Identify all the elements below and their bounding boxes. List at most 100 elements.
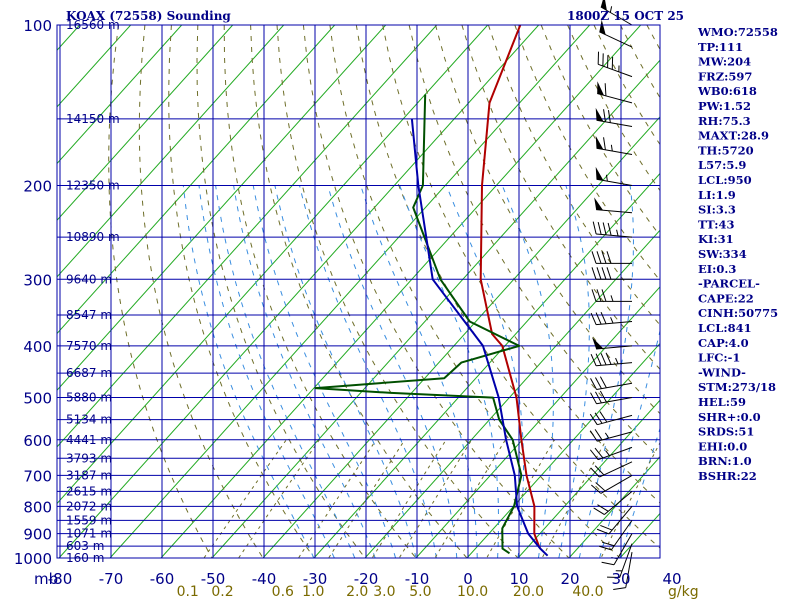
mixing-ratio-tick-label: 40.0 xyxy=(572,584,603,600)
wind-barb-flag xyxy=(595,391,602,404)
dry-adiabat-line xyxy=(514,25,660,282)
wind-barb xyxy=(591,289,632,302)
pressure-tick-label: 100 xyxy=(23,17,52,35)
wind-barb-flag xyxy=(607,222,612,236)
height-label: 2072 m xyxy=(66,499,112,513)
sounding-series xyxy=(314,25,549,557)
sounding-index: L57:5.9 xyxy=(698,158,746,172)
dry-adiabat-line xyxy=(108,25,213,558)
dry-adiabat-line xyxy=(487,25,660,326)
wind-barb-flag xyxy=(590,467,600,478)
wind-barb xyxy=(589,446,633,461)
sounding-index: -PARCEL- xyxy=(698,277,760,291)
dry-adiabat-line xyxy=(408,25,660,459)
wind-barb xyxy=(607,543,633,579)
sounding-index: CAPE:22 xyxy=(698,291,754,305)
wind-barb-flag xyxy=(597,221,602,235)
plot-frame xyxy=(56,24,661,559)
temperature-tick-label: -40 xyxy=(252,570,277,588)
isotherm-line xyxy=(57,25,285,278)
dry-adiabat-line xyxy=(276,25,519,558)
dry-adiabat-line xyxy=(223,25,417,558)
sounding-index: RH:75.3 xyxy=(698,114,751,128)
wind-barb-half-flag xyxy=(609,6,613,13)
wind-barb-flag xyxy=(594,465,605,476)
isotherm-line xyxy=(313,172,660,558)
wind-barb xyxy=(593,491,633,515)
wind-barb-flag xyxy=(600,353,607,366)
height-label: 16560 m xyxy=(66,18,120,32)
wind-barb xyxy=(590,311,633,326)
axis-labels: 0.1 0.2 0.6 1.0 2.0 3.0 5.0 10.0 20.0 40.0 g/kg100… xyxy=(14,17,778,600)
wind-barb xyxy=(595,166,633,186)
isotherm-line xyxy=(58,25,540,558)
mixing-ratio-tick-label: 10.0 xyxy=(457,584,488,600)
wind-barb-flag xyxy=(590,312,597,325)
wind-barb-flag xyxy=(594,447,604,459)
sounding-index: LCL:841 xyxy=(698,321,752,335)
height-label: 5134 m xyxy=(66,413,112,427)
height-label: 14150 m xyxy=(66,112,120,126)
wind-barb xyxy=(595,135,633,156)
wind-barb-half-flag xyxy=(616,229,619,236)
wind-barb-flag xyxy=(599,411,608,423)
isotherm-line xyxy=(57,25,489,505)
wind-barb xyxy=(592,337,633,350)
height-label: 2615 m xyxy=(66,484,112,498)
temperature-tick-label: -50 xyxy=(201,570,226,588)
mixing-ratio-tick-label: 2.0 xyxy=(346,584,368,600)
height-label: 3793 m xyxy=(66,451,112,465)
wind-barb-staff xyxy=(597,431,633,442)
wind-barb xyxy=(589,411,633,426)
sounding-index: LI:1.9 xyxy=(698,188,736,202)
wind-barb-staff xyxy=(600,475,633,494)
temperature-tick-label: -80 xyxy=(48,570,73,588)
wind-barb xyxy=(599,520,633,551)
wind-barb xyxy=(592,221,633,238)
moist-adiabat-line xyxy=(252,185,397,558)
mixing-ratio-line xyxy=(398,439,473,558)
wind-barb xyxy=(591,475,633,494)
height-label: 9640 m xyxy=(66,272,112,286)
mixing-ratio-unit-label: g/kg xyxy=(668,584,699,600)
wind-barb-pennant xyxy=(600,0,607,11)
isotherm-line xyxy=(364,229,660,558)
sounding-line xyxy=(479,25,542,550)
height-label: 1559 m xyxy=(66,513,112,527)
mixing-ratio-line xyxy=(541,439,607,558)
wind-barb-staff xyxy=(596,382,633,390)
sounding-index: SHR+:0.0 xyxy=(698,410,761,424)
mixing-ratio-tick-label: 20.0 xyxy=(513,584,544,600)
sounding-index: BSHR:22 xyxy=(698,469,757,483)
wind-barb xyxy=(589,429,633,442)
moist-adiabat-line xyxy=(501,185,554,558)
wind-barb-flag xyxy=(596,289,602,302)
sounding-index: EI:0.3 xyxy=(698,262,736,276)
wind-barb-staff xyxy=(596,362,633,367)
mixing-ratio-line xyxy=(434,439,506,558)
dry-adiabat-line xyxy=(355,25,660,549)
dry-adiabat-line xyxy=(138,25,264,558)
sounding-index: TT:43 xyxy=(698,217,735,231)
sounding-index: STM:273/18 xyxy=(698,380,776,394)
sounding-index: SW:334 xyxy=(698,247,747,261)
pressure-tick-label: 200 xyxy=(23,177,52,195)
wind-barb-staff xyxy=(598,446,633,461)
temperature-tick-label: 10 xyxy=(509,570,528,588)
dry-adiabat-line xyxy=(196,25,366,558)
wind-barb-staff xyxy=(599,461,633,478)
temperature-tick-label: 20 xyxy=(560,570,579,588)
pressure-tick-label: 900 xyxy=(23,526,52,544)
wind-barb-flag xyxy=(589,430,598,442)
valid-time: 1800Z 15 OCT 25 xyxy=(567,9,684,23)
isotherm-grid xyxy=(57,25,660,558)
moist-adiabat-line xyxy=(198,185,335,558)
isotherm-line xyxy=(211,59,660,558)
wind-barb xyxy=(591,267,632,280)
wind-barb-flag xyxy=(601,251,607,264)
mixing-ratio-line xyxy=(328,439,406,558)
dry-adiabat-line xyxy=(250,25,468,558)
mixing-ratio-line xyxy=(371,439,447,558)
wind-barb-flag xyxy=(606,251,612,264)
wind-barb-pennant xyxy=(594,197,604,211)
